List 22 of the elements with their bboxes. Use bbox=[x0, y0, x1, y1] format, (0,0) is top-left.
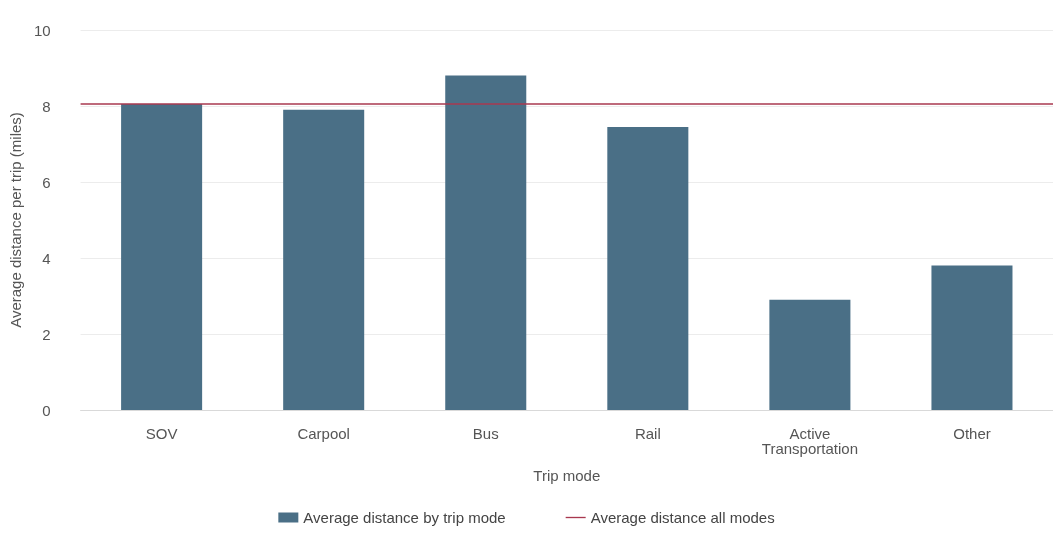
y-tick-label: 8 bbox=[42, 97, 51, 115]
x-tick-label: SOV bbox=[145, 425, 178, 442]
bar bbox=[283, 109, 365, 410]
y-tick-label: 2 bbox=[42, 325, 51, 343]
legend-label: Average distance by trip mode bbox=[303, 509, 506, 526]
bar bbox=[121, 104, 203, 410]
bar bbox=[607, 126, 689, 410]
y-tick-label: 10 bbox=[33, 21, 51, 39]
x-tick-label: Bus bbox=[472, 425, 499, 442]
x-axis-title: Trip mode bbox=[533, 467, 601, 484]
x-tick-label: Active Transportation bbox=[761, 425, 858, 457]
bar bbox=[769, 299, 851, 410]
y-axis-title: Average distance per trip (miles) bbox=[7, 112, 24, 328]
x-tick-label: Rail bbox=[634, 425, 661, 442]
bar bbox=[445, 75, 527, 410]
y-tick-label: 4 bbox=[42, 249, 51, 267]
y-tick-label: 6 bbox=[42, 173, 51, 191]
bar bbox=[931, 265, 1013, 410]
y-tick-label: 0 bbox=[42, 401, 51, 419]
x-tick-label: Other bbox=[953, 425, 991, 442]
legend-label: Average distance all modes bbox=[590, 509, 775, 526]
x-tick-label: Carpool bbox=[297, 425, 350, 442]
